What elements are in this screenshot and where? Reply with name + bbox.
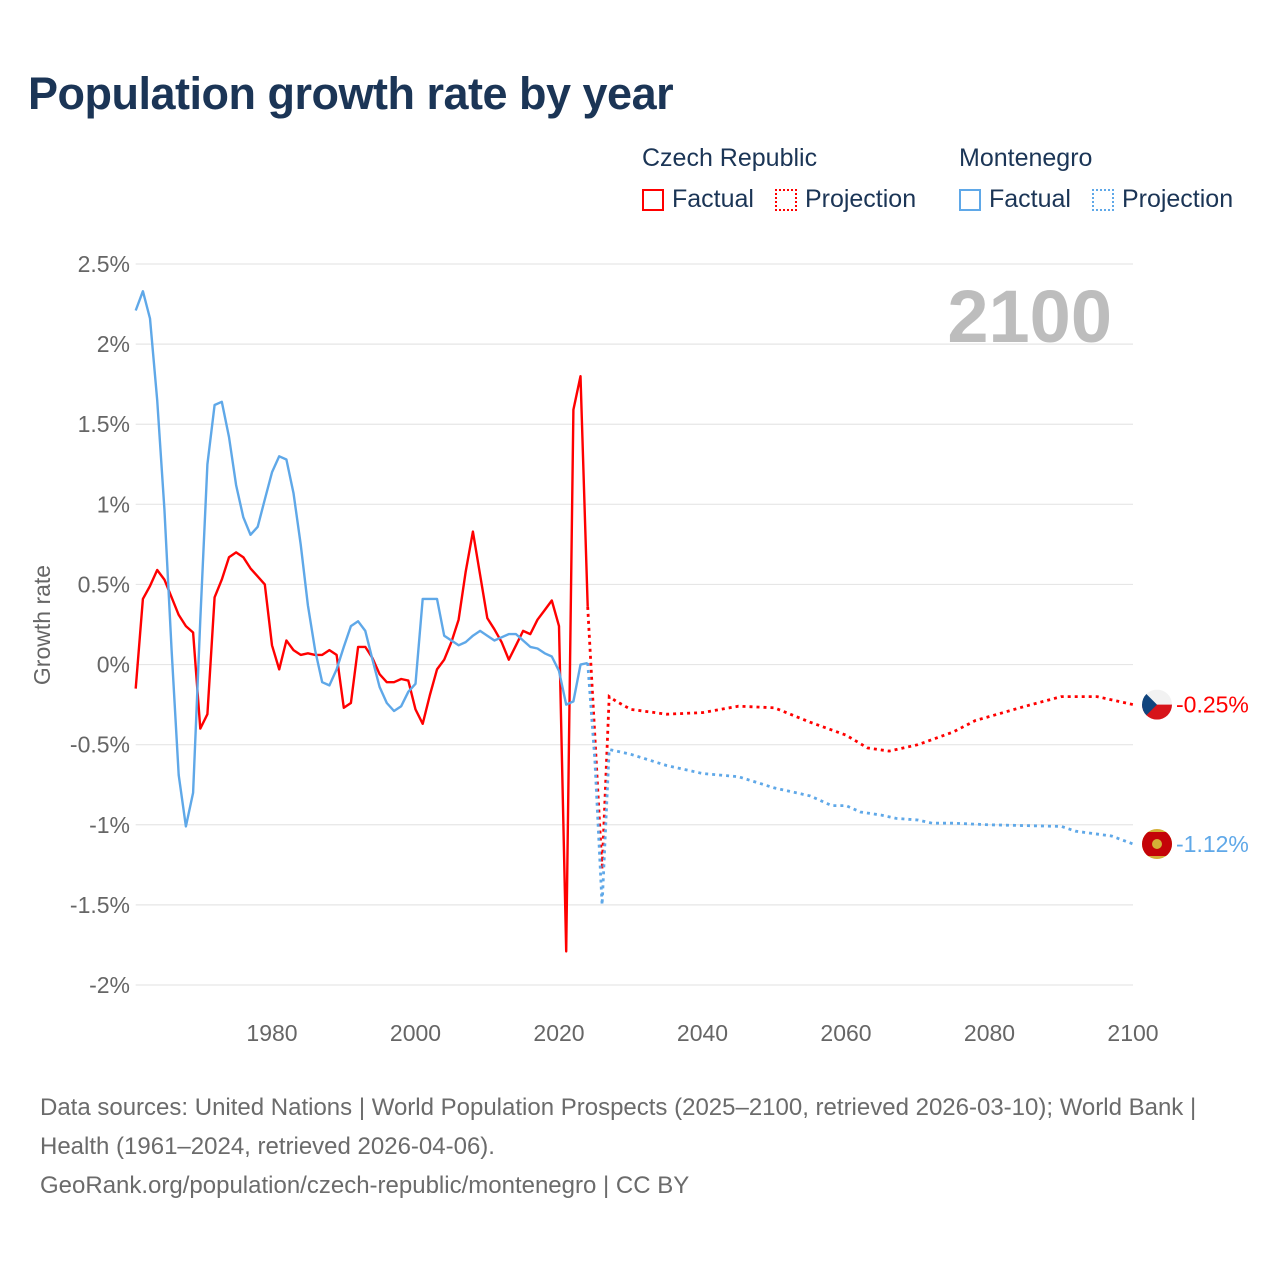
y-tick-label: 0% xyxy=(97,652,130,678)
legend-item-czech-factual[interactable]: Factual xyxy=(642,185,754,214)
czech-flag-icon xyxy=(1142,689,1172,720)
y-tick-label: 2.5% xyxy=(78,251,130,277)
y-tick-label: 0.5% xyxy=(78,571,130,597)
x-tick-label: 2040 xyxy=(677,1020,728,1046)
flag-body xyxy=(1142,829,1172,860)
legend-swatch-solid xyxy=(959,188,981,211)
x-tick-label: 2060 xyxy=(820,1020,871,1046)
y-axis-label: Growth rate xyxy=(29,565,55,685)
series-line-montenegro-factual xyxy=(134,290,588,828)
current-year-label: 2100 xyxy=(947,275,1112,358)
legend-swatch-dotted xyxy=(774,188,797,211)
flag-body xyxy=(1142,689,1172,720)
legend-group-name: Montenegro xyxy=(959,144,1093,172)
y-tick-label: 2% xyxy=(97,331,130,357)
series-line-czech-republic-projection xyxy=(586,606,1134,870)
y-tick-label: 1.5% xyxy=(78,411,130,437)
y-tick-label: -2% xyxy=(89,972,130,998)
x-tick-label: 1980 xyxy=(246,1020,297,1046)
legend-label: Factual xyxy=(672,185,754,213)
data-sources: Data sources: United Nations | World Pop… xyxy=(40,1094,1197,1160)
legend-item-czech-projection[interactable]: Projection xyxy=(774,185,917,214)
end-value-label-montenegro: -1.12% xyxy=(1176,831,1249,857)
series-line-montenegro-projection xyxy=(586,662,1134,905)
x-tick-label: 2000 xyxy=(390,1020,441,1046)
legend-group-name: Czech Republic xyxy=(642,144,818,172)
flag-blue-triangle xyxy=(1142,689,1157,720)
end-value-label-czech-republic: -0.25% xyxy=(1176,692,1249,718)
legend-group-montenegro: Montenegro Factual Projection xyxy=(959,144,1233,218)
y-tick-label: -1.5% xyxy=(70,892,130,918)
legend-group-czech-republic: Czech Republic Factual Projection xyxy=(642,144,930,218)
x-tick-label: 2080 xyxy=(964,1020,1015,1046)
legend-label: Projection xyxy=(1121,185,1234,213)
legend-label: Factual xyxy=(989,185,1071,213)
legend-swatch-dotted xyxy=(1091,188,1114,211)
y-tick-label: -1% xyxy=(89,812,130,838)
montenegro-flag-icon xyxy=(1142,829,1172,860)
flag-emblem xyxy=(1152,839,1162,850)
source-link[interactable]: GeoRank.org/population/czech-republic/mo… xyxy=(40,1172,690,1199)
legend-item-montenegro-factual[interactable]: Factual xyxy=(959,185,1071,214)
y-tick-label: -0.5% xyxy=(70,732,130,758)
y-tick-label: 1% xyxy=(97,491,130,517)
chart-title: Population growth rate by year xyxy=(28,68,674,119)
footer: Data sources: United Nations | World Pop… xyxy=(40,1088,1240,1205)
legend-label: Projection xyxy=(804,185,917,213)
series-line-czech-republic-factual xyxy=(134,375,589,953)
legend-swatch-solid xyxy=(642,188,664,211)
x-tick-label: 2020 xyxy=(533,1020,584,1046)
legend-item-montenegro-projection[interactable]: Projection xyxy=(1091,185,1234,214)
x-tick-label: 2100 xyxy=(1107,1020,1158,1046)
